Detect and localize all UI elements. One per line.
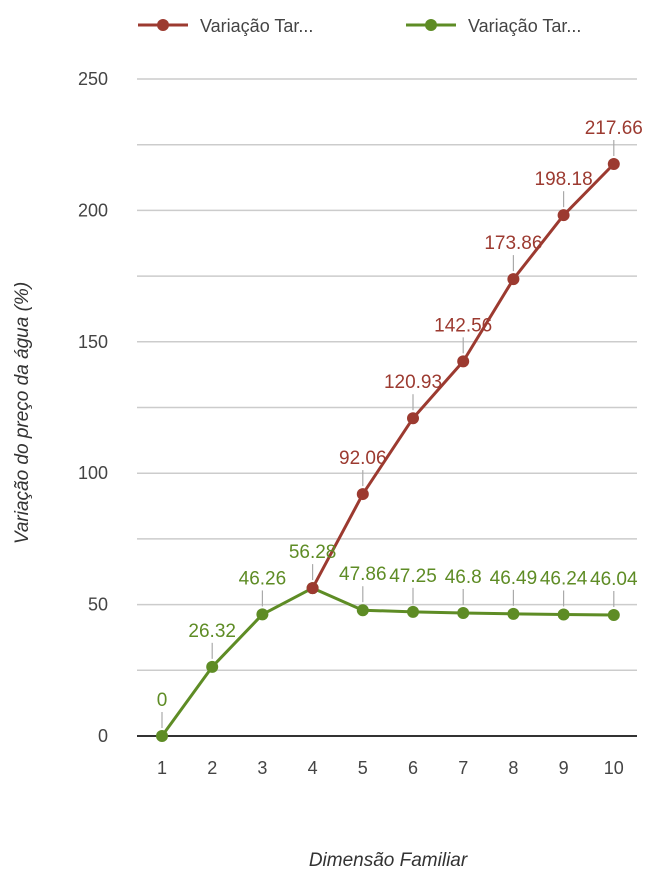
- y-tick-label: 250: [78, 69, 108, 89]
- data-point[interactable]: [557, 209, 570, 222]
- y-axis-ticks: 0 50 100 150 200 250: [78, 69, 108, 746]
- data-label: 92.06: [339, 448, 387, 469]
- x-tick-label: 5: [358, 758, 368, 778]
- data-label: 142.56: [434, 315, 492, 336]
- series-line: [311, 162, 615, 589]
- data-label: 47.86: [339, 564, 387, 585]
- y-tick-label: 150: [78, 332, 108, 352]
- x-tick-label: 9: [559, 758, 569, 778]
- data-label: 56.28: [289, 542, 337, 563]
- data-point[interactable]: [407, 412, 419, 425]
- data-point[interactable]: [306, 582, 319, 595]
- x-axis-label: Dimensão Familiar: [309, 850, 468, 870]
- data-point[interactable]: [356, 488, 369, 501]
- data-label: 217.66: [585, 118, 643, 139]
- data-point[interactable]: [507, 607, 520, 620]
- legend[interactable]: Variação Tar... Variação Tar...: [138, 16, 581, 36]
- data-point[interactable]: [557, 608, 570, 621]
- legend-entry[interactable]: Variação Tar...: [200, 16, 313, 36]
- legend-marker: [157, 19, 169, 31]
- data-label: 120.93: [384, 372, 442, 393]
- x-tick-label: 4: [308, 758, 318, 778]
- legend-marker: [425, 19, 437, 31]
- x-tick-label: 10: [604, 758, 624, 778]
- data-label: 46.26: [239, 568, 287, 589]
- data-point[interactable]: [607, 609, 620, 622]
- x-tick-label: 6: [408, 758, 418, 778]
- legend-entry[interactable]: Variação Tar...: [468, 16, 581, 36]
- data-point[interactable]: [256, 608, 269, 621]
- y-tick-label: 50: [88, 595, 108, 615]
- data-label: 26.32: [188, 621, 236, 642]
- data-label: 0: [157, 690, 168, 711]
- data-label: 47.25: [389, 566, 437, 587]
- series-line: [160, 586, 614, 737]
- x-tick-label: 3: [257, 758, 267, 778]
- data-label: 46.24: [540, 568, 588, 589]
- y-axis-label: Variação do preço da água (%): [12, 282, 33, 544]
- data-label: 198.18: [535, 169, 593, 190]
- y-tick-label: 200: [78, 200, 108, 220]
- x-tick-label: 2: [207, 758, 217, 778]
- data-point[interactable]: [206, 660, 219, 673]
- data-point[interactable]: [607, 157, 620, 170]
- data-label: 46.04: [590, 569, 638, 590]
- y-tick-label: 100: [78, 463, 108, 483]
- data-point[interactable]: [356, 604, 369, 617]
- data-label: 46.49: [490, 568, 538, 589]
- series-layer: [156, 157, 620, 742]
- data-point[interactable]: [457, 355, 470, 368]
- y-tick-label: 0: [98, 726, 108, 746]
- data-point[interactable]: [457, 607, 470, 620]
- x-axis-ticks: 1 2 3 4 5 6 7 8 9 10: [157, 758, 624, 778]
- x-tick-label: 1: [157, 758, 167, 778]
- data-point[interactable]: [156, 730, 168, 742]
- data-point[interactable]: [407, 605, 419, 618]
- gridlines: [137, 78, 637, 737]
- data-point[interactable]: [507, 273, 520, 286]
- data-label: 173.86: [484, 233, 542, 254]
- x-tick-label: 7: [458, 758, 468, 778]
- x-tick-label: 8: [508, 758, 518, 778]
- data-label: 46.8: [445, 567, 482, 588]
